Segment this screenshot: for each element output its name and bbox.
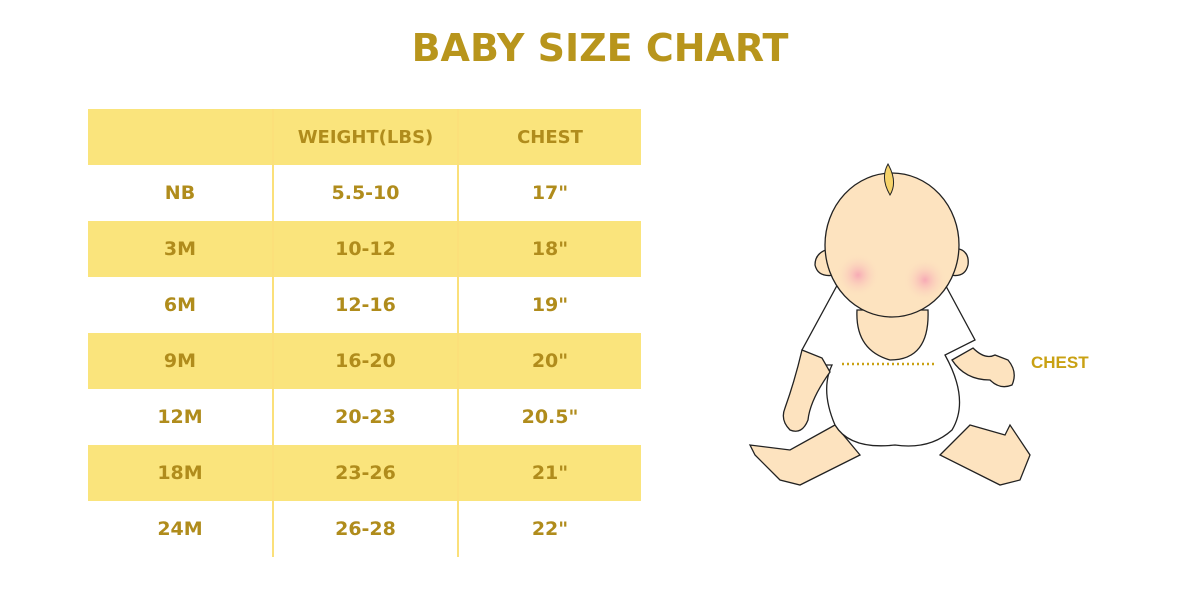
size-cell: 24M <box>157 518 203 540</box>
size-cell: 12M <box>157 406 203 428</box>
table-row: 9M 16-20 20" <box>88 333 641 389</box>
table-row: 18M 23-26 21" <box>88 445 641 501</box>
weight-cell: 23-26 <box>272 445 457 501</box>
size-cell: 6M <box>163 294 197 316</box>
page-title: BABY SIZE CHART <box>411 26 789 70</box>
neck <box>856 309 929 361</box>
table-header: WEIGHT(LBS) CHEST <box>88 109 641 165</box>
weight-cell: 5.5-10 <box>272 165 457 221</box>
right-leg <box>938 423 1031 486</box>
right-arm <box>951 347 1015 388</box>
size-cell: 18M <box>157 462 203 484</box>
table-row: 24M 26-28 22" <box>88 501 641 557</box>
header-cell <box>88 109 272 165</box>
chest-cell: 20" <box>457 333 641 389</box>
weight-cell: 26-28 <box>272 501 457 557</box>
table-row: 6M 12-16 19" <box>88 277 641 333</box>
size-cell: 3M <box>163 238 197 260</box>
weight-cell: 16-20 <box>272 333 457 389</box>
size-table: WEIGHT(LBS) CHEST NB 5.5-10 17" 3M 10-12 18" 6… <box>88 109 641 557</box>
cheek-left <box>836 253 880 297</box>
table-row: NB 5.5-10 17" <box>88 165 641 221</box>
left-arm <box>782 349 831 432</box>
chest-cell: 18" <box>457 221 641 277</box>
size-cell: NB <box>164 182 196 204</box>
chest-cell: 19" <box>457 277 641 333</box>
chest-cell: 20.5" <box>457 389 641 445</box>
chest-cell: 22" <box>457 501 641 557</box>
weight-cell: 10-12 <box>272 221 457 277</box>
cheek-right <box>903 258 947 302</box>
header-cell: WEIGHT(LBS) <box>272 109 457 165</box>
hair-curl <box>884 162 894 196</box>
weight-cell: 12-16 <box>272 277 457 333</box>
header-cell: CHEST <box>457 109 641 165</box>
chest-cell: 17" <box>457 165 641 221</box>
chest-label: CHEST <box>1031 353 1089 372</box>
table-row: 3M 10-12 18" <box>88 221 641 277</box>
chest-cell: 21" <box>457 445 641 501</box>
table-row: 12M 20-23 20.5" <box>88 389 641 445</box>
left-leg <box>748 424 862 486</box>
size-cell: 9M <box>163 350 197 372</box>
baby-illustration <box>748 162 1031 486</box>
weight-cell: 20-23 <box>272 389 457 445</box>
